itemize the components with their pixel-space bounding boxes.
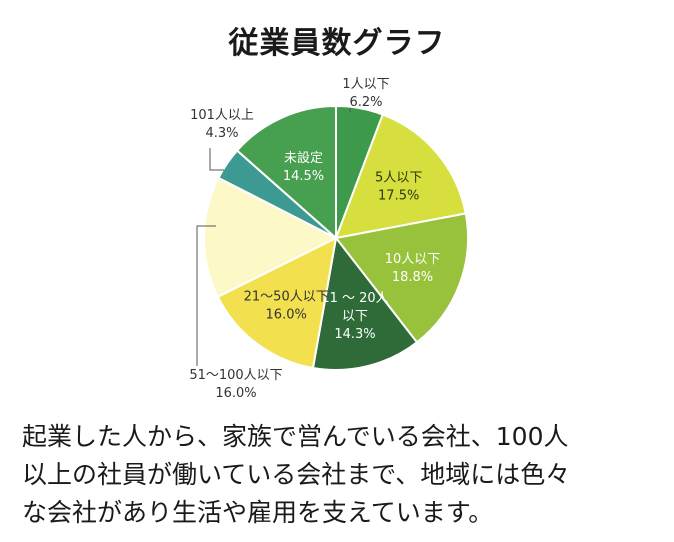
slice-7-leader-line (209, 148, 224, 171)
slice-3-value-label: 18.8% (392, 270, 433, 285)
slice-1-value-label: 6.2% (349, 95, 382, 110)
slice-3-category-label: 10人以下 (385, 252, 441, 267)
slice-1-category-label: 1人以下 (342, 77, 389, 92)
chart-title: 従業員数グラフ (228, 26, 446, 61)
slice-4-wedge (311, 235, 419, 371)
slice-6-value-label: 16.0% (215, 386, 256, 401)
caption-line-2: 以上の社員が働いている会社まで、地域には色々 (22, 460, 571, 489)
slice-6-leader-line (196, 225, 216, 366)
slice-8-value-label: 14.5% (283, 169, 324, 184)
caption: 起業した人から、家族で営んでいる会社、100人 以上の社員が働いている会社まで、… (22, 418, 662, 532)
slice-4-value-label: 14.3% (334, 327, 375, 342)
slice-7-value-label: 4.3% (205, 126, 238, 141)
slice-3-wedge (334, 212, 469, 344)
slice-7-category-label: 101人以上 (190, 108, 254, 123)
caption-line-1: 起業した人から、家族で営んでいる会社、100人 (22, 422, 569, 451)
slice-5-wedge (216, 236, 338, 370)
slice-5-category-label: 21〜50人以下 (244, 290, 329, 305)
slice-4-category-label: 11 〜 20人 (321, 291, 388, 306)
slice-5-value-label: 16.0% (266, 308, 307, 323)
slice-8-wedge (235, 104, 337, 241)
slice-6-category-label: 51〜100人以下 (189, 368, 282, 383)
slice-6-wedge (203, 176, 339, 299)
caption-line-3: な会社があり生活や雇用を支えています。 (22, 498, 494, 527)
slice-2-wedge (334, 113, 467, 240)
slice-4-category-label: 以下 (342, 309, 368, 324)
slice-8-category-label: 未設定 (284, 150, 323, 166)
slice-2-category-label: 5人以下 (375, 170, 422, 185)
slice-2-value-label: 17.5% (378, 188, 419, 203)
